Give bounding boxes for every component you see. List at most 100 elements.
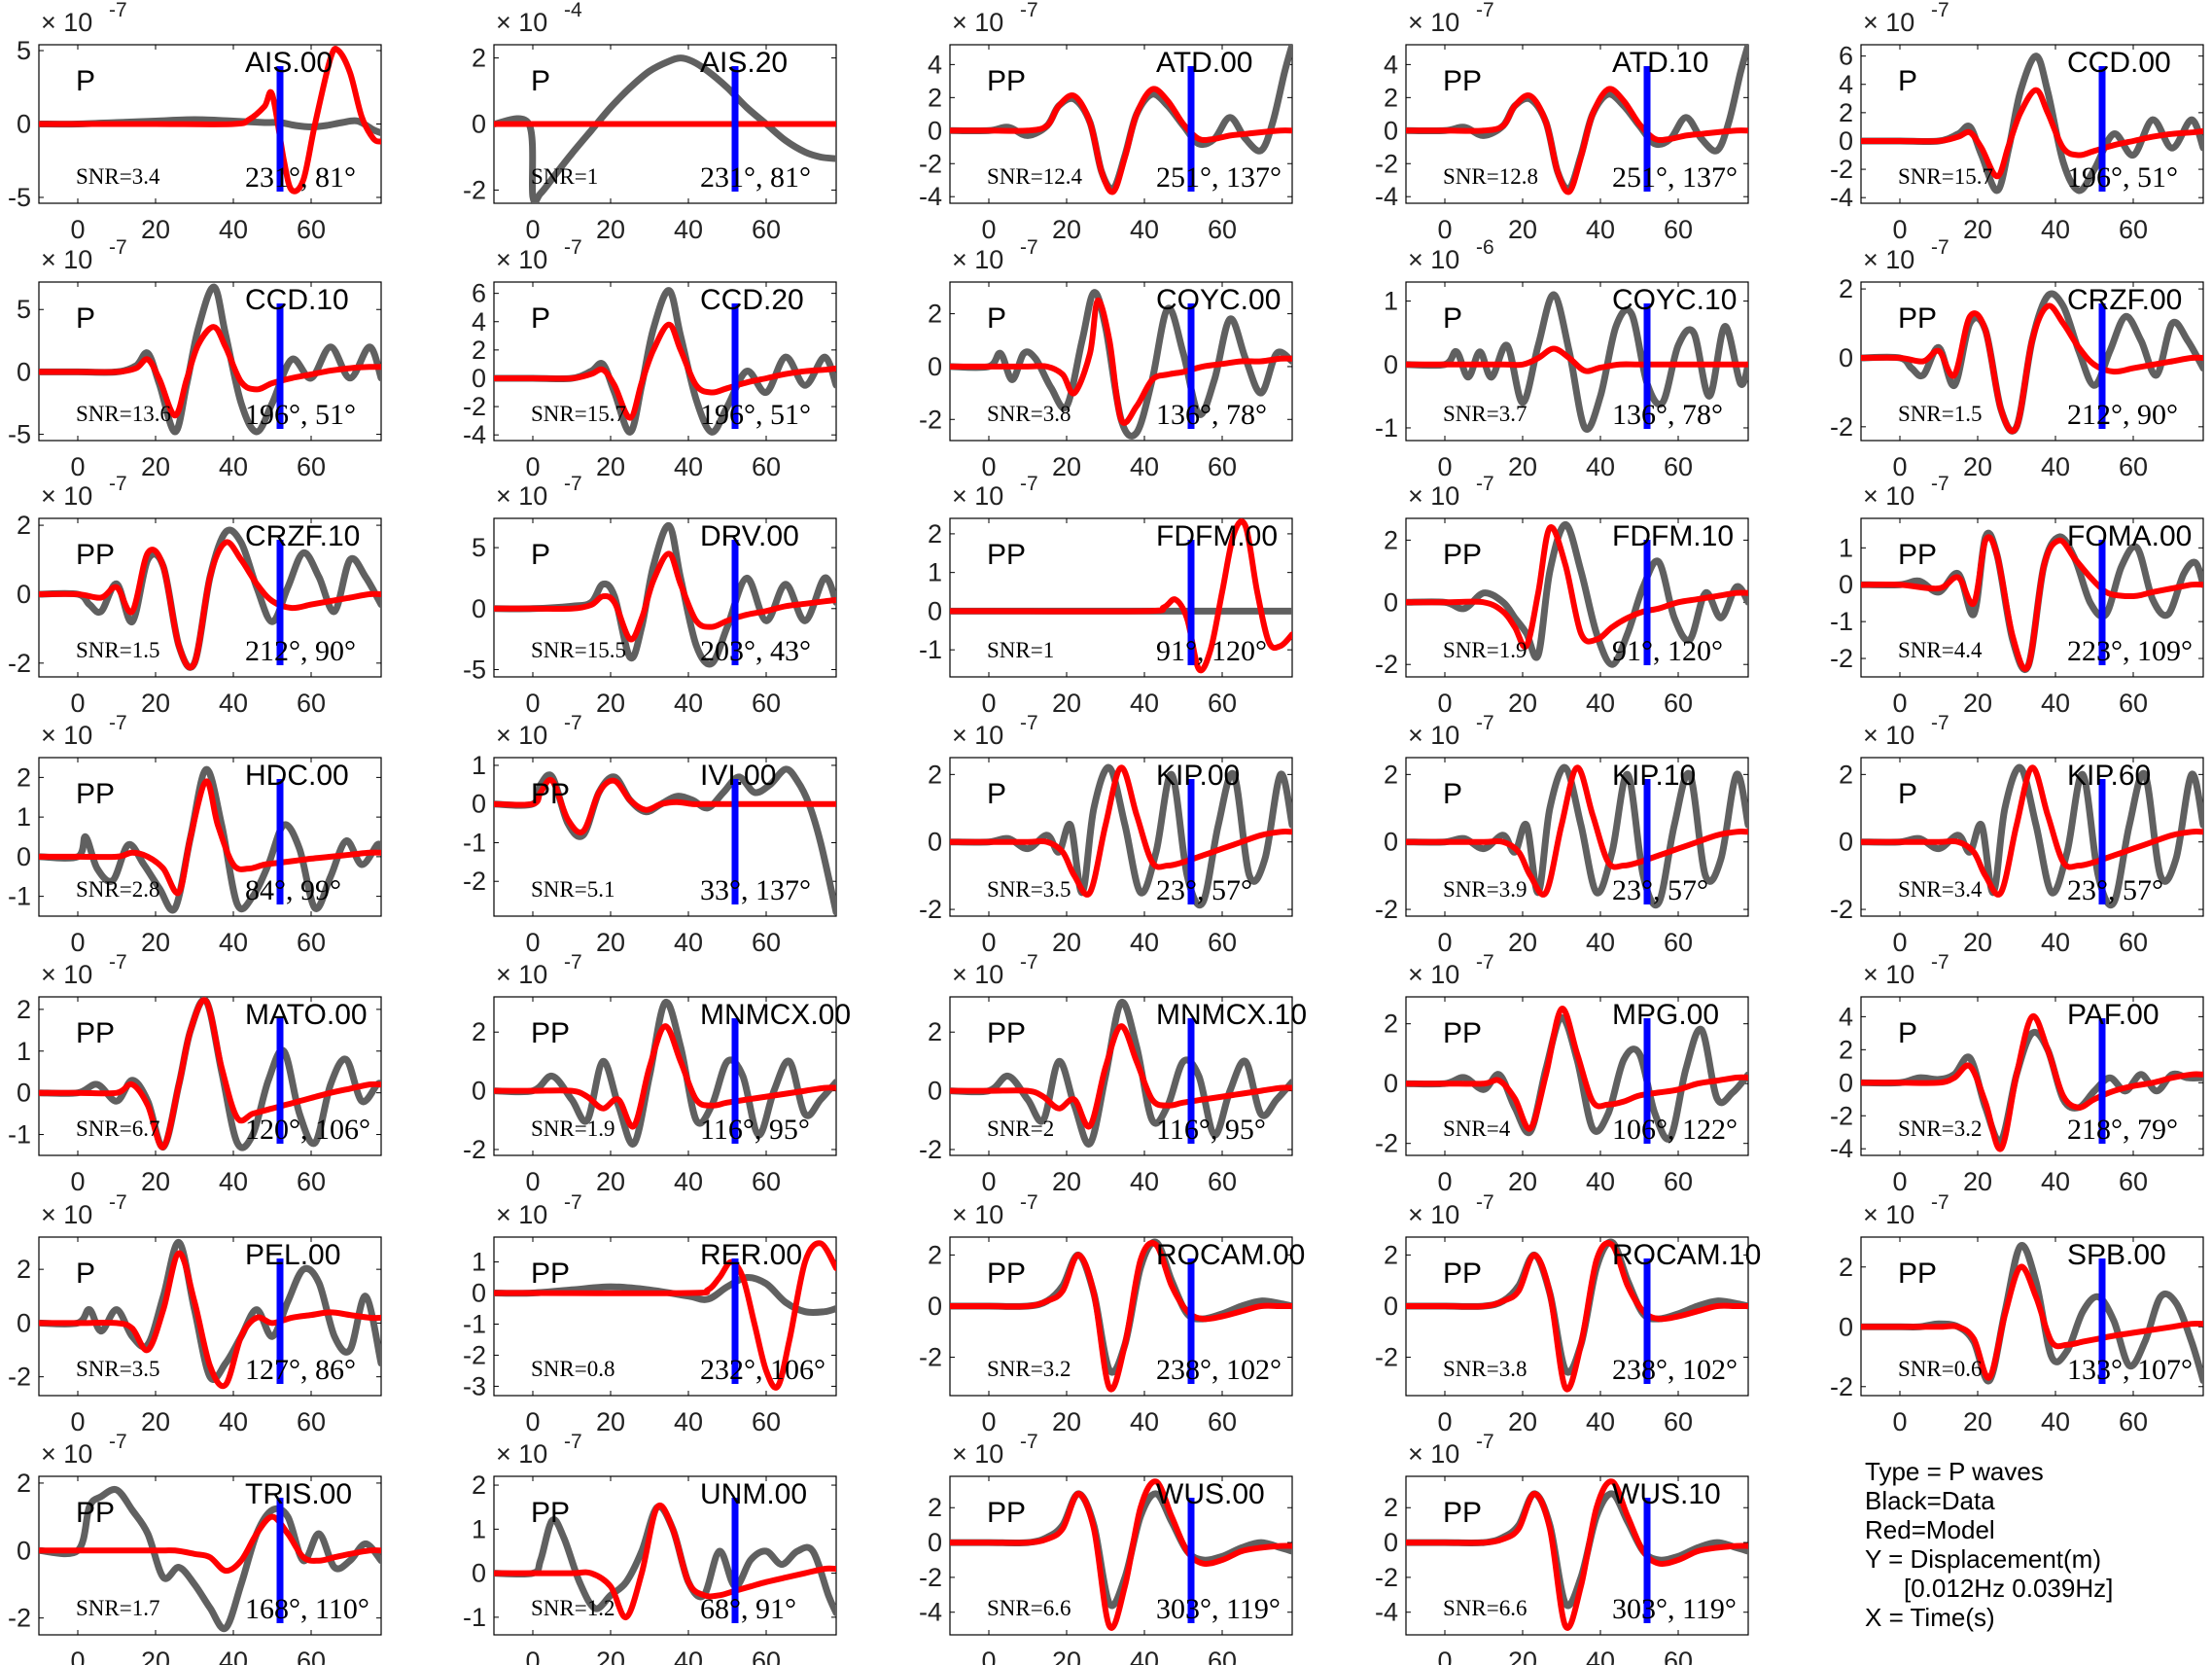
- y-tick-label: -2: [1375, 1563, 1398, 1592]
- x-tick-label: 40: [2041, 452, 2070, 481]
- x-tick-label: 0: [525, 1167, 540, 1196]
- axes-box: [1405, 757, 1749, 917]
- snr-label: SNR=1.2: [531, 1596, 614, 1620]
- y-tick-label: -2: [1830, 412, 1853, 442]
- phase-label: PP: [1443, 65, 1482, 97]
- snr-label: SNR=0.6: [1898, 1357, 1982, 1381]
- x-tick-label: 60: [1208, 928, 1237, 957]
- plot-area: [1406, 1478, 1748, 1631]
- plot-area: [494, 287, 836, 436]
- x-tick-label: 20: [141, 452, 170, 481]
- plot-area: [1406, 1006, 1748, 1143]
- y-tick-label: 2: [17, 1469, 31, 1498]
- phase-label: P: [531, 65, 550, 97]
- snr-label: SNR=3.9: [1443, 877, 1527, 902]
- y-tick-label: 0: [17, 110, 31, 139]
- y-exponent-power: -7: [564, 1431, 582, 1453]
- y-exponent-label: × 10: [952, 8, 1003, 37]
- plot-area: [39, 997, 381, 1151]
- angles-label: 212°, 90°: [245, 635, 356, 667]
- angles-label: 127°, 86°: [245, 1354, 356, 1386]
- plot-area: [39, 765, 381, 914]
- station-label: COYC.00: [1156, 284, 1281, 316]
- plot-area: [1861, 290, 2203, 435]
- plot-area: [1861, 53, 2203, 195]
- panel-ccd-10: -5 0 5 0 20 40 60 × 10 -7 P CCD.10 SNR=13.6 196°, 51…: [8, 236, 382, 481]
- x-tick-label: 60: [1664, 215, 1693, 244]
- plot-area: [950, 289, 1292, 440]
- x-tick-label: 40: [2041, 689, 2070, 718]
- y-tick-label: -2: [463, 175, 486, 204]
- y-tick-label: 2: [1839, 274, 1853, 303]
- phase-label: PP: [531, 778, 570, 810]
- x-tick-label: 20: [1508, 1407, 1537, 1436]
- x-tick-label: 40: [1130, 1407, 1159, 1436]
- phase-label: P: [76, 65, 95, 97]
- x-tick-label: 0: [70, 215, 85, 244]
- y-exponent-label: × 10: [41, 481, 92, 511]
- axes-box: [493, 281, 837, 442]
- axes-box: [493, 996, 837, 1156]
- y-exponent-label: × 10: [496, 1439, 547, 1469]
- angles-label: 223°, 109°: [2067, 635, 2193, 667]
- x-tick-label: 20: [1508, 452, 1537, 481]
- station-label: HDC.00: [245, 760, 349, 792]
- y-exponent-label: × 10: [41, 1200, 92, 1229]
- axes-box: [949, 757, 1293, 917]
- y-exponent-power: -7: [109, 1431, 127, 1453]
- y-tick-label: 2: [928, 300, 942, 329]
- y-tick-label: -2: [1830, 155, 1853, 184]
- x-tick-label: 20: [1052, 689, 1081, 718]
- y-tick-label: 6: [472, 279, 486, 308]
- x-tick-label: 40: [1130, 1647, 1159, 1665]
- x-tick-label: 60: [1208, 1647, 1237, 1665]
- y-tick-label: 2: [1384, 1010, 1398, 1039]
- station-label: WUS.10: [1612, 1478, 1721, 1510]
- y-tick-label: 0: [17, 580, 31, 609]
- phase-label: P: [531, 302, 550, 335]
- model-trace: [950, 86, 1292, 195]
- y-exponent-label: × 10: [952, 960, 1003, 989]
- x-tick-label: 40: [2041, 1167, 2070, 1196]
- y-tick-label: -2: [919, 895, 942, 924]
- phase-label: P: [1898, 778, 1917, 810]
- snr-label: SNR=2.8: [76, 877, 159, 902]
- x-tick-label: 60: [1664, 1407, 1693, 1436]
- x-tick-label: 40: [1586, 1647, 1615, 1665]
- x-tick-label: 60: [1208, 1407, 1237, 1436]
- snr-label: SNR=1.5: [76, 638, 159, 662]
- x-tick-label: 40: [219, 1407, 248, 1436]
- x-tick-label: 40: [674, 689, 703, 718]
- y-exponent-power: -7: [1931, 1191, 1949, 1214]
- x-tick-label: 60: [752, 215, 781, 244]
- model-trace: [494, 1023, 836, 1130]
- y-exponent-power: -7: [1476, 1431, 1494, 1453]
- y-tick-label: 1: [17, 802, 31, 832]
- station-label: PAF.00: [2067, 999, 2159, 1031]
- y-tick-label: -2: [1375, 149, 1398, 178]
- phase-label: P: [987, 778, 1006, 810]
- angles-label: 238°, 102°: [1156, 1354, 1282, 1386]
- model-trace: [39, 1513, 381, 1575]
- y-exponent-label: × 10: [1408, 245, 1459, 274]
- x-tick-label: 20: [596, 1167, 625, 1196]
- y-tick-label: 0: [472, 1559, 486, 1588]
- y-tick-label: 0: [1384, 350, 1398, 379]
- y-tick-label: 0: [1384, 828, 1398, 857]
- phase-label: PP: [531, 1497, 570, 1529]
- x-tick-label: 0: [525, 689, 540, 718]
- y-tick-label: 2: [928, 1240, 942, 1269]
- angles-label: 203°, 43°: [700, 635, 811, 667]
- x-tick-label: 20: [141, 1407, 170, 1436]
- angles-label: 238°, 102°: [1612, 1354, 1738, 1386]
- y-tick-label: 0: [17, 842, 31, 871]
- data-trace: [950, 999, 1292, 1148]
- y-exponent-power: -7: [564, 473, 582, 495]
- angles-label: 196°, 51°: [700, 399, 811, 431]
